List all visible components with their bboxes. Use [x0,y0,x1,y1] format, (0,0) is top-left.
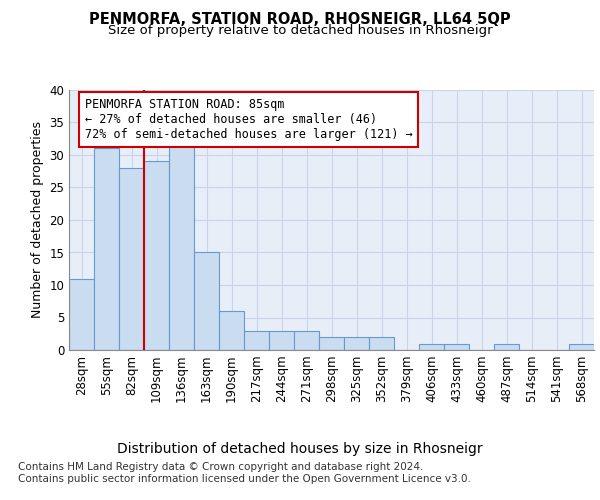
Bar [94,148,119,350]
Text: PENMORFA STATION ROAD: 85sqm
← 27% of detached houses are smaller (46)
72% of se: PENMORFA STATION ROAD: 85sqm ← 27% of de… [85,98,413,141]
Text: Distribution of detached houses by size in Rhosneigr: Distribution of detached houses by size … [117,442,483,456]
Bar [419,344,444,350]
Bar [169,136,194,350]
Bar [294,330,319,350]
Bar [444,344,469,350]
Bar [494,344,519,350]
Bar [144,162,169,350]
Text: Contains HM Land Registry data © Crown copyright and database right 2024.
Contai: Contains HM Land Registry data © Crown c… [18,462,471,484]
Bar [69,278,94,350]
Bar [369,337,394,350]
Text: Size of property relative to detached houses in Rhosneigr: Size of property relative to detached ho… [107,24,493,37]
Text: PENMORFA, STATION ROAD, RHOSNEIGR, LL64 5QP: PENMORFA, STATION ROAD, RHOSNEIGR, LL64 … [89,12,511,28]
Bar [344,337,369,350]
Bar [569,344,594,350]
Bar [119,168,144,350]
Bar [244,330,269,350]
Bar [319,337,344,350]
Y-axis label: Number of detached properties: Number of detached properties [31,122,44,318]
Bar [269,330,294,350]
Bar [219,311,244,350]
Bar [194,252,219,350]
